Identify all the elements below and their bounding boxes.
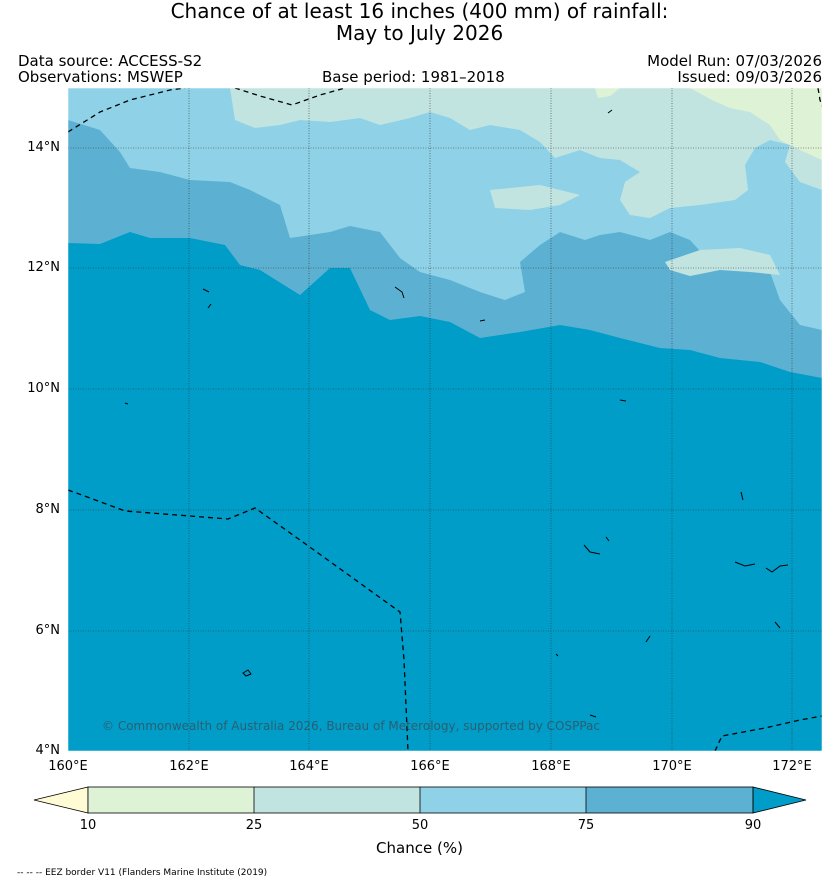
colorbar-tick-10: 10 (79, 818, 97, 833)
lon-label-170e: 170°E (652, 759, 692, 774)
colorbar-tick-25: 25 (245, 818, 263, 833)
map-title-line2: May to July 2026 (335, 21, 504, 45)
band-25-50 (230, 88, 822, 218)
band-25-50-patch (490, 185, 580, 210)
map-area (68, 88, 822, 751)
colorbar-title: Chance (%) (376, 839, 463, 857)
band-10-25 (690, 88, 822, 160)
band-25-50-patch2 (665, 248, 780, 276)
colorbar-over (752, 786, 807, 814)
lat-label-4n: 4°N (35, 743, 61, 758)
data-source: Data source: ACCESS-S2 (18, 52, 203, 70)
islands (124, 109, 789, 718)
graticule (68, 88, 822, 751)
lon-label-166e: 166°E (410, 759, 450, 774)
copyright-notice: © Commonwealth of Australia 2026, Bureau… (102, 719, 600, 733)
issued-date: Issued: 09/03/2026 (677, 68, 822, 86)
lat-label-6n: 6°N (35, 623, 61, 638)
colorbar (33, 786, 807, 814)
eez-borders (68, 88, 822, 751)
lon-label-168e: 168°E (531, 759, 571, 774)
lon-label-172e: 172°E (772, 759, 812, 774)
base-period: Base period: 1981–2018 (322, 68, 505, 86)
colorbar-tick-90: 90 (744, 818, 762, 833)
lon-label-160e: 160°E (48, 759, 88, 774)
lat-label-12n: 12°N (27, 260, 60, 275)
eez-legend: -- -- -- EEZ border V11 (Flanders Marine… (17, 868, 268, 878)
colorbar-50-75 (420, 787, 586, 813)
observations: Observations: MSWEP (18, 68, 183, 86)
model-run: Model Run: 07/03/2026 (647, 52, 822, 70)
lon-label-164e: 164°E (289, 759, 329, 774)
colorbar-tick-75: 75 (577, 818, 595, 833)
lat-label-8n: 8°N (35, 502, 61, 517)
colorbar-25-50 (254, 787, 420, 813)
lon-label-162e: 162°E (169, 759, 209, 774)
colorbar-10-25 (88, 787, 254, 813)
colorbar-under (33, 786, 89, 814)
lat-label-10n: 10°N (27, 381, 60, 396)
colorbar-tick-50: 50 (411, 818, 429, 833)
band-10-25-patch (595, 88, 620, 98)
lat-label-14n: 14°N (27, 140, 60, 155)
map-title-line1: Chance of at least 16 inches (400 mm) of… (170, 0, 669, 23)
colorbar-75-90 (586, 787, 753, 813)
